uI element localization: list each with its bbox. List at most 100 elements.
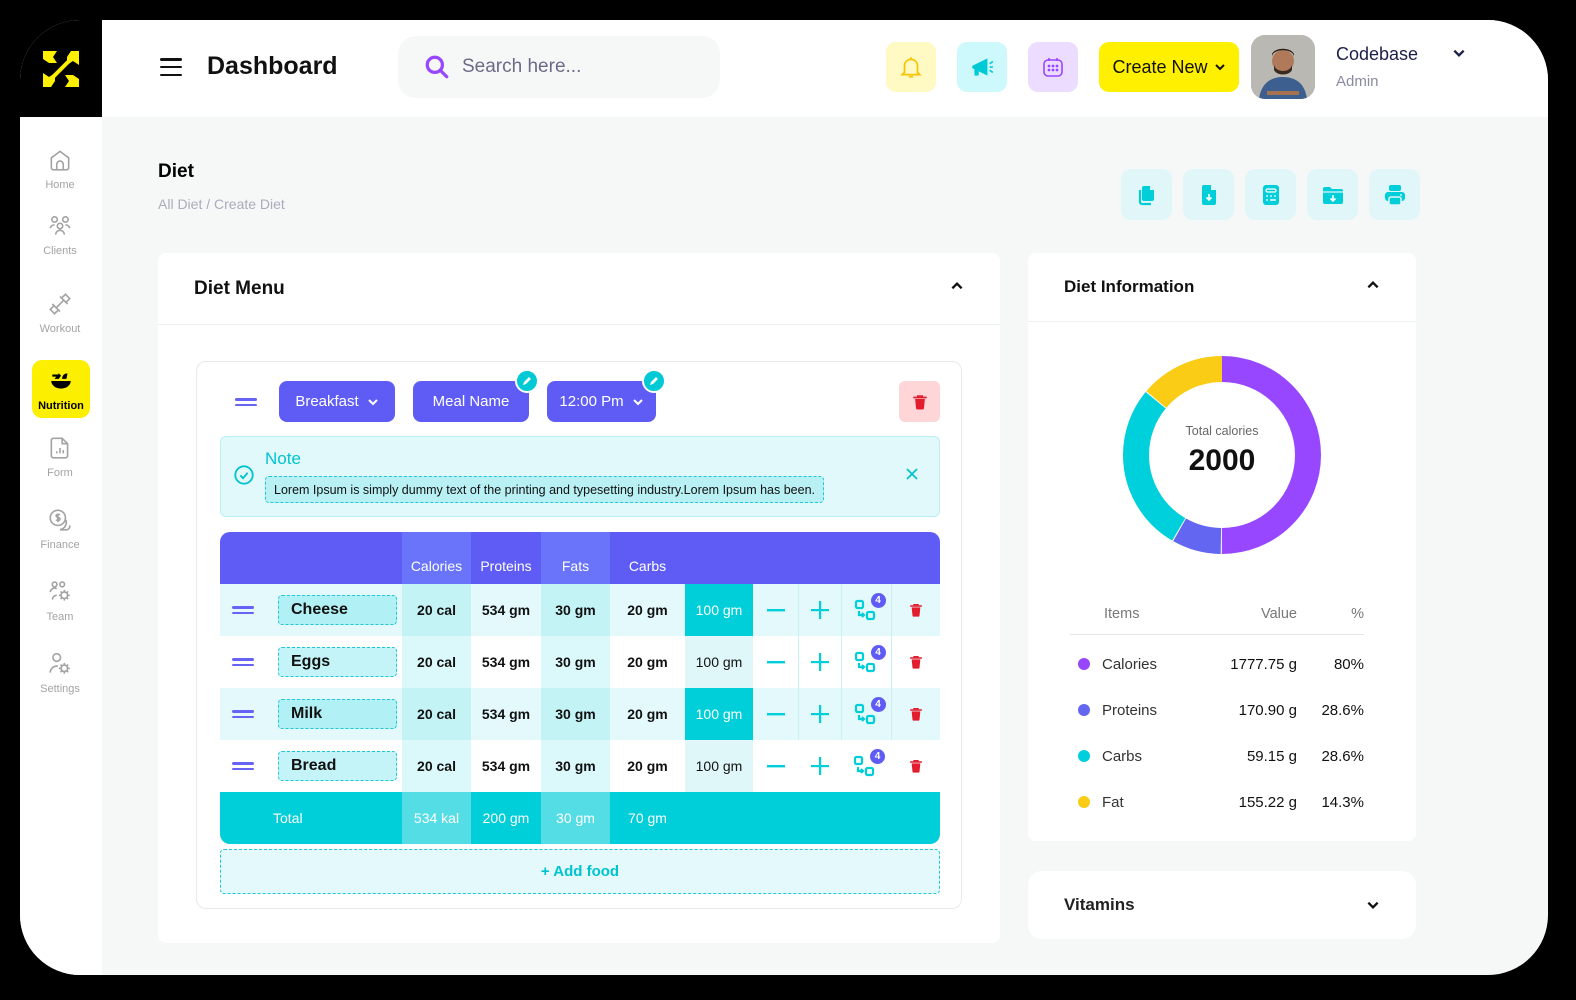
- meal-time-dropdown[interactable]: 12:00 Pm: [547, 369, 666, 422]
- meal-drag-handle[interactable]: [235, 398, 257, 406]
- fats-cell: 30 gm: [541, 584, 610, 636]
- sidebar-item-form[interactable]: Form: [30, 435, 90, 479]
- sidebar-item-workout[interactable]: Workout: [30, 291, 90, 335]
- swap-food-button[interactable]: 4: [841, 584, 891, 636]
- decrease-button[interactable]: [753, 584, 798, 636]
- app-title: Dashboard: [207, 52, 338, 80]
- food-name-field[interactable]: Milk: [278, 699, 397, 729]
- megaphone-icon: [972, 58, 994, 76]
- create-new-button[interactable]: Create New: [1099, 42, 1239, 92]
- sidebar-item-team[interactable]: Team: [30, 579, 90, 623]
- delete-food-button[interactable]: [891, 740, 940, 792]
- breadcrumb[interactable]: All Diet / Create Diet: [158, 196, 285, 212]
- legend-item-value: 1777.75 g: [1230, 655, 1297, 673]
- plus-icon: [811, 705, 829, 723]
- swap-food-button[interactable]: 4: [841, 740, 891, 792]
- fats-cell: 30 gm: [541, 636, 610, 688]
- copy-button[interactable]: [1121, 169, 1172, 220]
- vitamins-card[interactable]: Vitamins: [1028, 871, 1416, 939]
- print-button[interactable]: [1369, 169, 1420, 220]
- legend-item-name: Calories: [1102, 655, 1158, 673]
- avatar[interactable]: [1251, 35, 1315, 99]
- fats-cell: 30 gm: [541, 740, 610, 792]
- notifications-button[interactable]: [886, 42, 936, 92]
- sidebar-item-label: Form: [47, 467, 73, 479]
- amount-field[interactable]: 100 gm: [685, 636, 753, 688]
- add-food-button[interactable]: + Add food: [220, 849, 940, 894]
- row-drag-handle[interactable]: [232, 606, 254, 614]
- sidebar-item-label: Home: [45, 179, 75, 191]
- increase-button[interactable]: [798, 636, 841, 688]
- legend-header-items: Items: [1104, 605, 1140, 622]
- delete-food-button[interactable]: [891, 636, 940, 688]
- salad-bowl-icon: [51, 373, 71, 389]
- chevron-up-icon: [1367, 280, 1379, 288]
- carbs-cell: 20 gm: [610, 688, 685, 740]
- decrease-button[interactable]: [753, 688, 798, 740]
- sidebar-item-clients[interactable]: Clients: [30, 213, 90, 257]
- bell-icon: [900, 57, 922, 78]
- calendar-button[interactable]: [1028, 42, 1078, 92]
- amount-field[interactable]: 100 gm: [685, 688, 753, 740]
- edit-meal-name-button[interactable]: [515, 369, 539, 393]
- increase-button[interactable]: [798, 688, 841, 740]
- table-row: Cheese 20 cal 534 gm 30 gm 20 gm 100 gm …: [220, 584, 940, 636]
- chevron-down-icon: [1453, 49, 1465, 57]
- close-note-icon[interactable]: [905, 467, 919, 481]
- sidebar-item-label: Team: [46, 611, 74, 623]
- row-drag-handle[interactable]: [232, 710, 254, 718]
- announcements-button[interactable]: [957, 42, 1007, 92]
- menu-toggle-button[interactable]: [160, 58, 182, 76]
- food-name-field[interactable]: Bread: [278, 751, 397, 781]
- logo[interactable]: [20, 20, 102, 117]
- swap-icon: [853, 755, 875, 777]
- food-name-field[interactable]: Cheese: [278, 595, 397, 625]
- delete-meal-button[interactable]: [899, 381, 940, 422]
- decrease-button[interactable]: [753, 740, 798, 792]
- decrease-button[interactable]: [753, 636, 798, 688]
- home-icon: [50, 150, 70, 171]
- swap-count-badge: 4: [870, 697, 886, 712]
- file-download-icon: [1201, 184, 1216, 205]
- note-box: Note Lorem Ipsum is simply dummy text of…: [220, 436, 940, 517]
- legend-header-row: Items Value %: [1070, 593, 1364, 635]
- user-photo-icon: [1251, 35, 1315, 99]
- search-input[interactable]: [462, 56, 702, 78]
- proteins-dot-icon: [1078, 704, 1090, 716]
- collapse-button[interactable]: [950, 279, 964, 298]
- calories-dot-icon: [1078, 658, 1090, 670]
- calculator-button[interactable]: [1245, 169, 1296, 220]
- carbs-cell: 20 gm: [610, 584, 685, 636]
- row-drag-handle[interactable]: [232, 762, 254, 770]
- collapse-button[interactable]: [1366, 278, 1380, 297]
- amount-field[interactable]: 100 gm: [685, 740, 753, 792]
- increase-button[interactable]: [798, 584, 841, 636]
- user-menu-toggle[interactable]: [1452, 46, 1466, 65]
- note-text-field[interactable]: Lorem Ipsum is simply dummy text of the …: [265, 476, 824, 503]
- sidebar-item-finance[interactable]: Finance: [30, 507, 90, 551]
- swap-food-button[interactable]: 4: [841, 636, 891, 688]
- download-folder-button[interactable]: [1307, 169, 1358, 220]
- sidebar-item-label: Nutrition: [38, 400, 84, 412]
- trash-icon: [909, 656, 923, 669]
- swap-food-button[interactable]: 4: [841, 688, 891, 740]
- edit-meal-time-button[interactable]: [642, 369, 666, 393]
- delete-food-button[interactable]: [891, 688, 940, 740]
- chevron-down-icon[interactable]: [1366, 898, 1380, 912]
- meal-name-field[interactable]: Meal Name: [413, 369, 539, 422]
- search-box[interactable]: [398, 36, 720, 98]
- download-file-button[interactable]: [1183, 169, 1234, 220]
- sidebar-item-nutrition[interactable]: Nutrition: [32, 360, 90, 418]
- sidebar-item-home[interactable]: Home: [30, 147, 90, 191]
- row-drag-handle[interactable]: [232, 658, 254, 666]
- proteins-cell: 534 gm: [471, 584, 541, 636]
- food-name-field[interactable]: Eggs: [278, 647, 397, 677]
- minus-icon: [766, 765, 785, 768]
- page-title: Diet: [158, 161, 194, 182]
- increase-button[interactable]: [798, 740, 841, 792]
- amount-field[interactable]: 100 gm: [685, 584, 753, 636]
- meal-type-dropdown[interactable]: Breakfast: [279, 381, 395, 422]
- table-row: Milk 20 cal 534 gm 30 gm 20 gm 100 gm 4: [220, 688, 940, 740]
- sidebar-item-settings[interactable]: Settings: [30, 651, 90, 695]
- delete-food-button[interactable]: [891, 584, 940, 636]
